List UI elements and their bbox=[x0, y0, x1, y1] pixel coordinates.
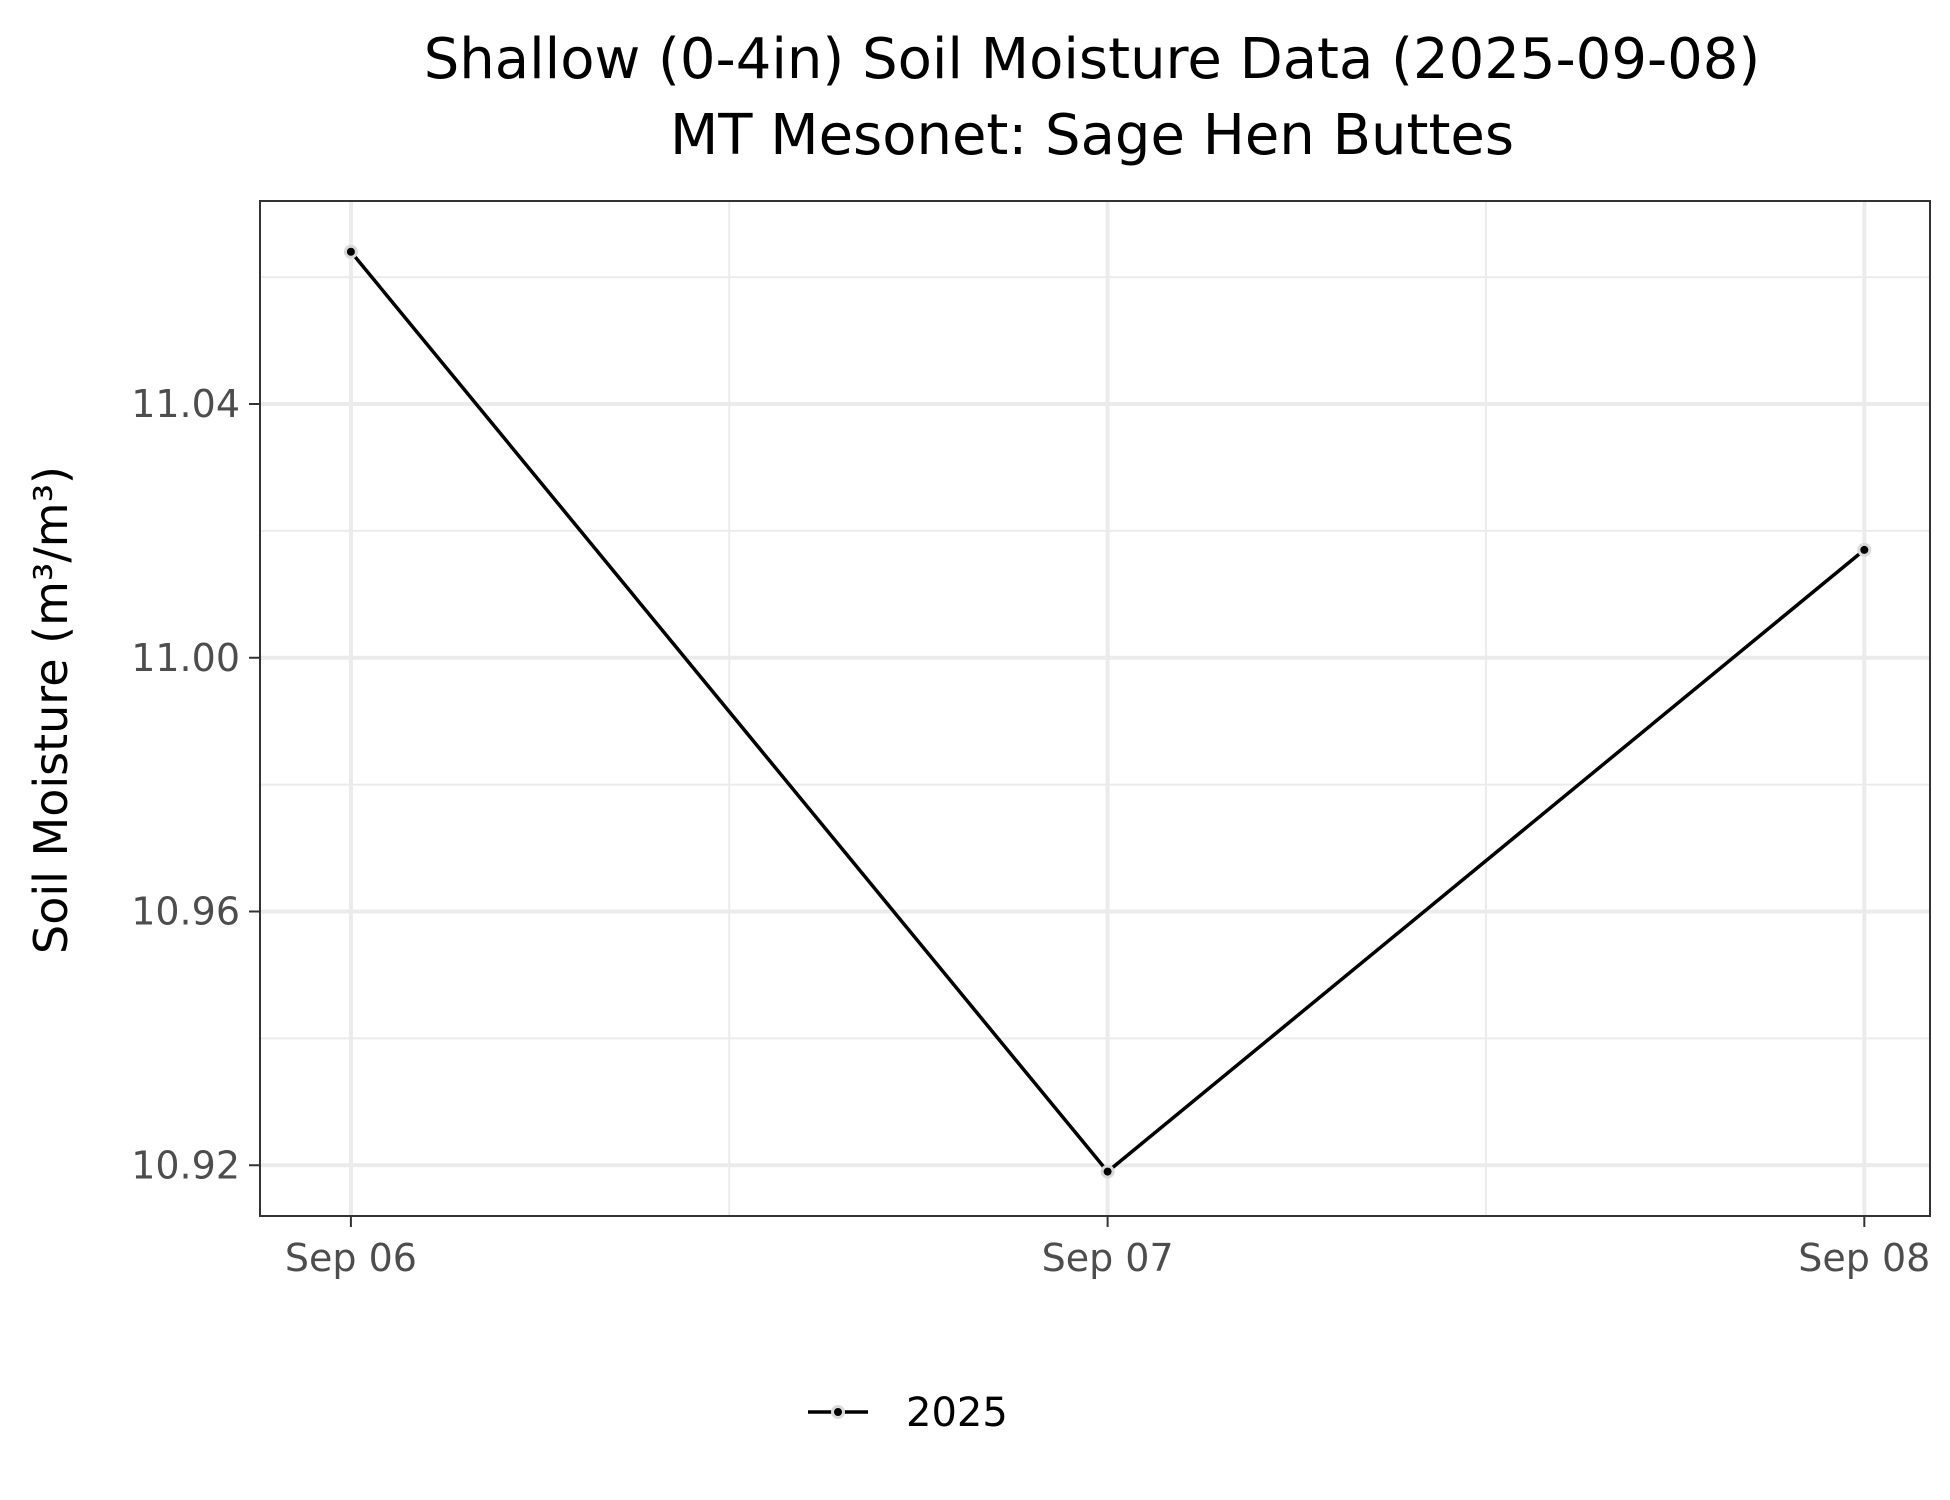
y-axis-label: Soil Moisture (m³/m³) bbox=[24, 466, 78, 954]
y-tick-label: 11.00 bbox=[131, 636, 240, 680]
data-point bbox=[1857, 542, 1872, 557]
series-points bbox=[343, 244, 1872, 1179]
data-point bbox=[1100, 1164, 1115, 1179]
grid-lines bbox=[260, 201, 1930, 1216]
panel-border bbox=[259, 200, 1931, 1217]
y-tick-label: 10.92 bbox=[131, 1143, 240, 1187]
axes: 10.92 10.96 11.00 11.04 Sep 06 Sep 07 Sep 08 bbox=[131, 382, 1930, 1280]
legend-label: 2025 bbox=[906, 1390, 1008, 1436]
legend: 2025 bbox=[808, 1390, 1008, 1436]
y-tick-label: 11.04 bbox=[131, 382, 240, 426]
y-tick-label: 10.96 bbox=[131, 890, 240, 934]
chart-title: Shallow (0-4in) Soil Moisture Data (2025… bbox=[424, 27, 1761, 92]
x-tick-label: Sep 07 bbox=[1042, 1236, 1174, 1280]
data-point bbox=[343, 244, 358, 259]
x-tick-label: Sep 08 bbox=[1798, 1236, 1930, 1280]
chart-subtitle: MT Mesonet: Sage Hen Buttes bbox=[670, 103, 1514, 168]
x-tick-label: Sep 06 bbox=[285, 1236, 417, 1280]
legend-key-point bbox=[831, 1405, 845, 1419]
